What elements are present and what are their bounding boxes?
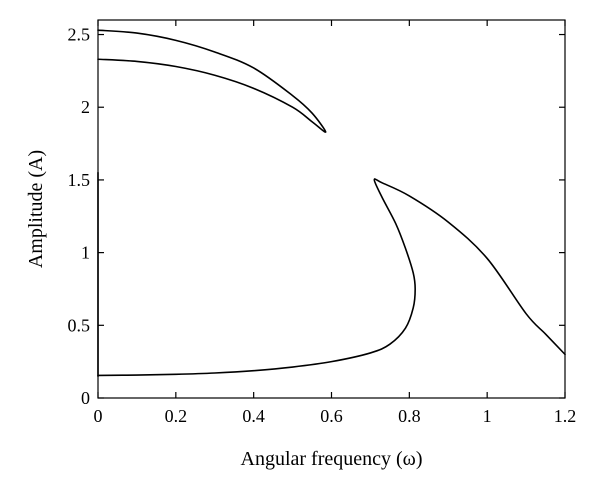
curves-layer <box>97 29 566 377</box>
y-tick-label: 1 <box>81 243 90 263</box>
x-tick-label: 0.6 <box>320 406 343 426</box>
x-tick-label: 0.4 <box>242 406 265 426</box>
y-tick-label: 1.5 <box>68 170 91 190</box>
y-tick-label: 0.5 <box>68 315 91 335</box>
series-line-2 <box>97 178 566 377</box>
y-tick-label: 2 <box>81 97 90 117</box>
series-line-1 <box>97 29 327 133</box>
y-tick-label: 0 <box>81 388 90 408</box>
plot-frame <box>97 19 566 399</box>
x-axis-label: Angular frequency (ω) <box>241 448 423 470</box>
y-tick-label: 2.5 <box>68 25 91 45</box>
x-tick-label: 1 <box>483 406 492 426</box>
ticks-layer <box>97 20 566 399</box>
x-tick-label: 1.2 <box>554 406 577 426</box>
x-tick-label: 0 <box>94 406 103 426</box>
y-axis-label: Amplitude (A) <box>25 150 47 268</box>
x-tick-label: 0.8 <box>398 406 421 426</box>
x-tick-label: 0.2 <box>165 406 188 426</box>
tick-labels-layer: 0 0.2 0.4 0.6 0.8 1 1.2 0 0.5 1 1.5 2 2.5 <box>68 25 577 426</box>
